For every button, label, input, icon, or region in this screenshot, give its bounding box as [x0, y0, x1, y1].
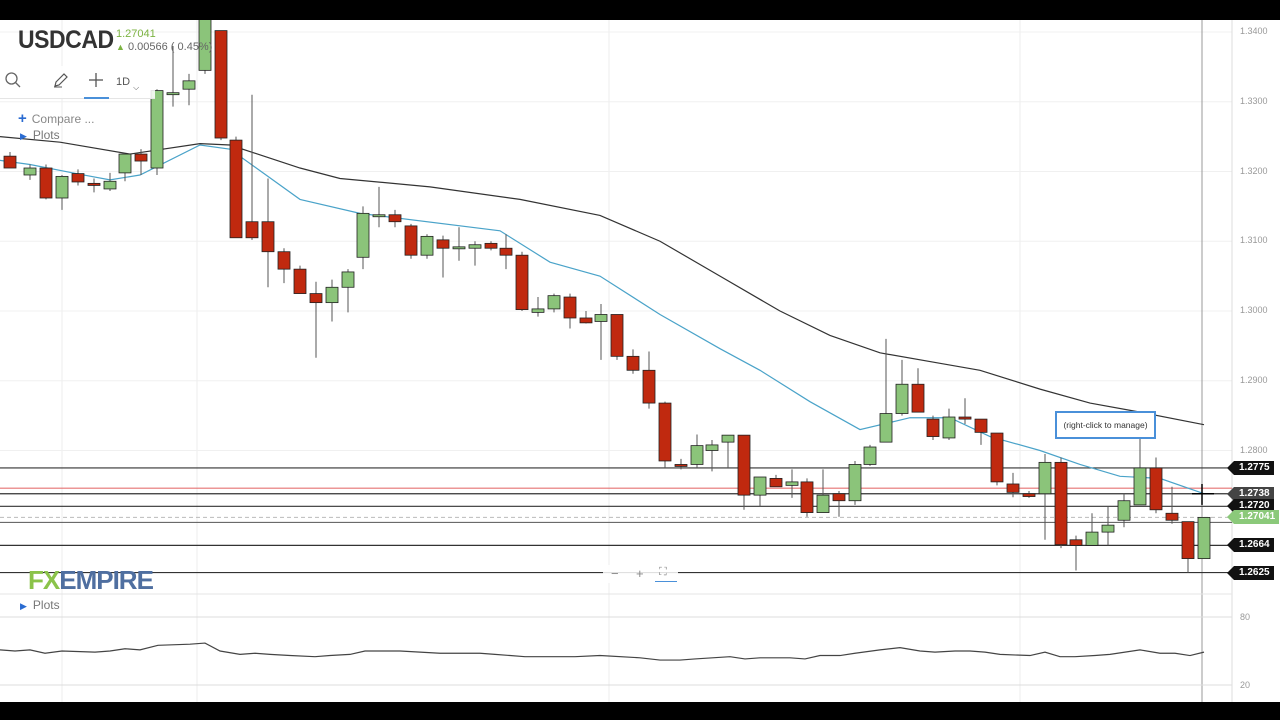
- search-icon[interactable]: [2, 71, 24, 93]
- logo-fx: FX: [28, 565, 60, 595]
- price-tick: 1.3000: [1240, 305, 1268, 315]
- price-tick: 1.2800: [1240, 444, 1268, 455]
- osc-tick-80: 80: [1240, 612, 1251, 622]
- chart-toolbar: 1D ⌵: [0, 66, 155, 99]
- zoom-in-button[interactable]: +: [636, 566, 644, 581]
- active-tool-indicator: [84, 97, 109, 99]
- last-price: 1.27041: [116, 28, 156, 40]
- zoom-out-button[interactable]: −: [611, 566, 619, 581]
- lower-plots-label: Plots: [32, 598, 60, 612]
- price-tick: 1.3200: [1240, 165, 1268, 176]
- level-tag[interactable]: 1.27041: [1226, 510, 1280, 525]
- price-change-value: 0.00566 ( 0.45%): [127, 41, 213, 53]
- interval-selector[interactable]: 1D ⌵: [116, 71, 140, 93]
- level-tag[interactable]: 1.2738: [1227, 486, 1274, 501]
- expand-triangle-icon: ▶: [20, 131, 27, 141]
- level-tag[interactable]: 1.2720: [1227, 499, 1274, 514]
- plots-label: Plots: [32, 128, 60, 142]
- fit-underline: [655, 581, 677, 582]
- symbol-title: USDCAD: [18, 26, 114, 54]
- compare-button[interactable]: + Compare ...: [18, 110, 94, 127]
- price-change: ▲ 0.00566 ( 0.45%): [116, 41, 212, 53]
- price-tick: 1.3100: [1240, 235, 1268, 246]
- interval-label: 1D: [116, 76, 131, 88]
- annotation-box[interactable]: (right-click to manage): [1055, 411, 1156, 439]
- plots-toggle[interactable]: ▶ Plots: [20, 128, 60, 142]
- price-chart[interactable]: [0, 20, 1280, 702]
- up-arrow-icon: ▲: [116, 42, 125, 52]
- chevron-down-icon: ⌵: [133, 83, 140, 92]
- lower-plots-toggle[interactable]: ▶ Plots: [20, 598, 60, 612]
- pencil-icon[interactable]: [50, 71, 72, 93]
- level-tag[interactable]: 1.2625: [1227, 565, 1274, 580]
- chart-app: USDCAD 1.27041 ▲ 0.00566 ( 0.45%) 1D ⌵ + C…: [0, 20, 1280, 702]
- level-tag[interactable]: 1.2664: [1227, 538, 1274, 553]
- plus-icon: +: [18, 110, 27, 127]
- fit-screen-button[interactable]: ⛶: [659, 566, 667, 578]
- osc-tick-20: 20: [1240, 680, 1251, 690]
- compare-label: Compare ...: [31, 112, 95, 126]
- price-tick: 1.2900: [1240, 374, 1268, 385]
- zoom-controls: − + ⛶: [603, 565, 678, 583]
- expand-triangle-icon: ▶: [20, 601, 27, 611]
- logo-empire: EMPIRE: [59, 565, 154, 595]
- price-tick: 1.3400: [1240, 26, 1268, 36]
- level-tag[interactable]: 1.2775: [1227, 460, 1274, 475]
- price-tick: 1.3300: [1240, 95, 1268, 106]
- crosshair-icon[interactable]: [85, 71, 107, 93]
- fxempire-logo: FXEMPIRE: [28, 565, 154, 596]
